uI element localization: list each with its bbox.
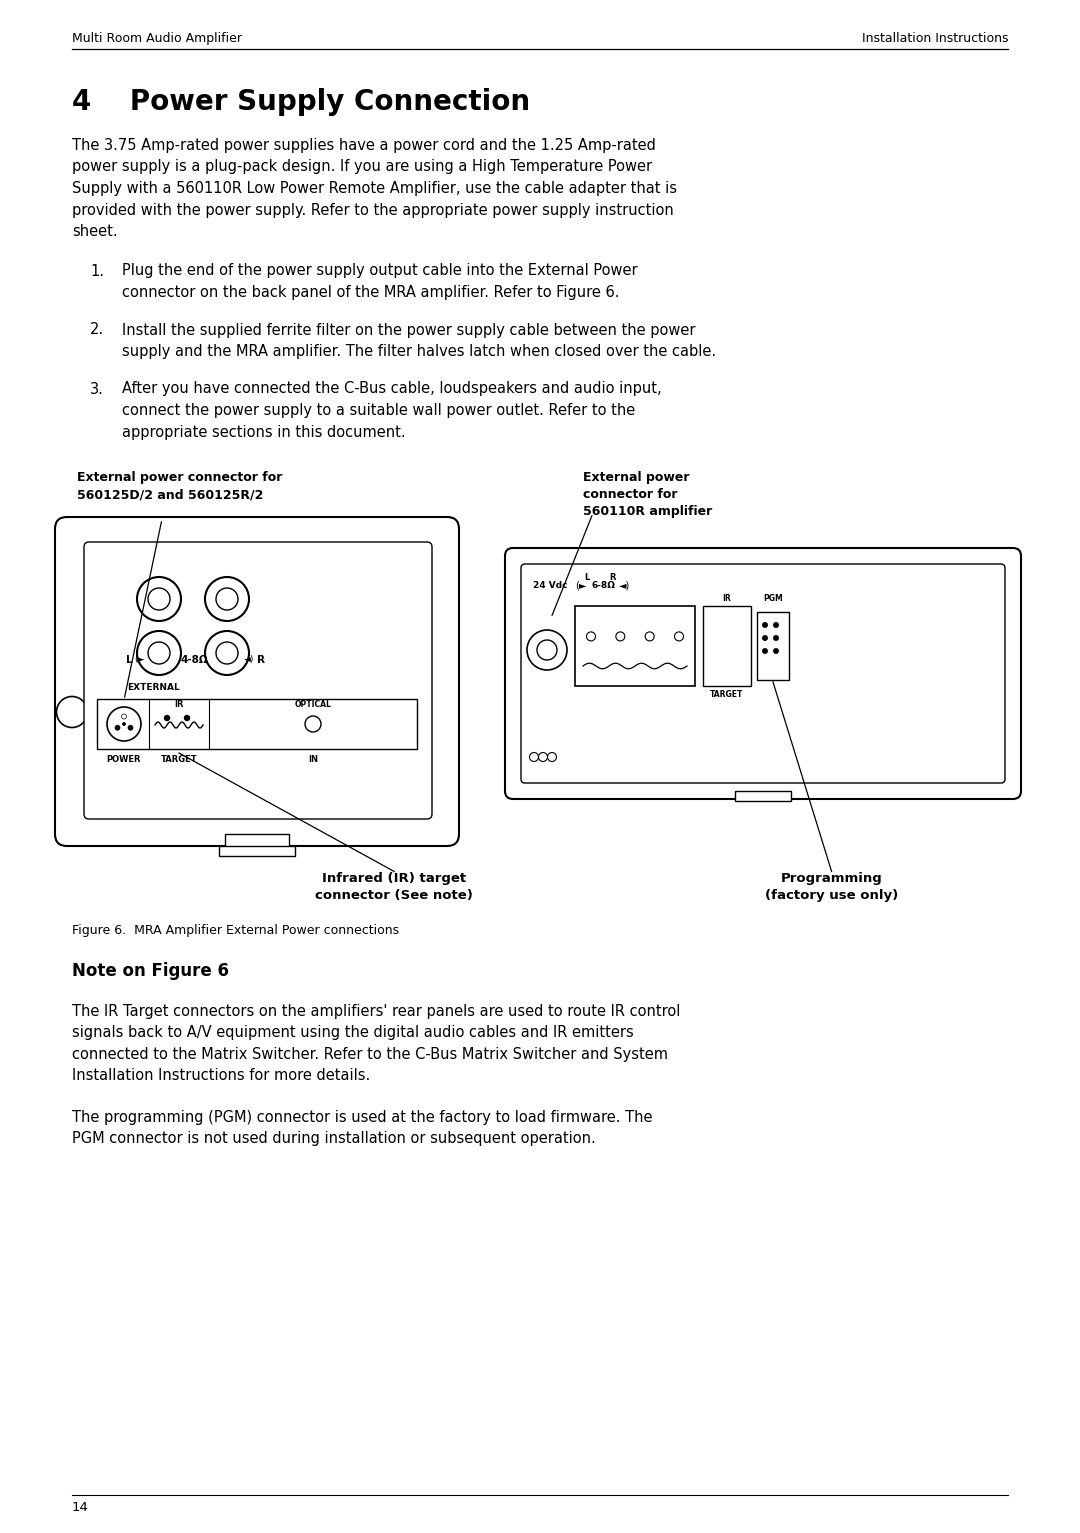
Text: 1.: 1. — [90, 264, 104, 279]
Text: connect the power supply to a suitable wall power outlet. Refer to the: connect the power supply to a suitable w… — [122, 403, 635, 419]
FancyBboxPatch shape — [84, 543, 432, 819]
Circle shape — [529, 753, 539, 762]
Bar — [757, 612, 789, 681]
Text: IN: IN — [308, 754, 318, 763]
Bar — [575, 606, 696, 685]
Text: provided with the power supply. Refer to the appropriate power supply instructio: provided with the power supply. Refer to… — [72, 202, 674, 218]
Circle shape — [548, 753, 556, 762]
Circle shape — [762, 635, 768, 641]
Text: EXTERNAL: EXTERNAL — [127, 684, 179, 691]
Text: POWER: POWER — [107, 754, 141, 763]
Circle shape — [586, 632, 595, 641]
Text: R: R — [257, 655, 265, 665]
Text: (►: (► — [576, 581, 586, 592]
Circle shape — [762, 648, 768, 653]
Circle shape — [645, 632, 654, 641]
Text: IR: IR — [174, 701, 184, 708]
Text: R: R — [610, 573, 617, 583]
Text: sheet.: sheet. — [72, 224, 118, 239]
Circle shape — [148, 589, 170, 610]
Text: power supply is a plug-pack design. If you are using a High Temperature Power: power supply is a plug-pack design. If y… — [72, 159, 652, 175]
Circle shape — [216, 589, 238, 610]
Circle shape — [773, 622, 779, 627]
Text: 6-8Ω: 6-8Ω — [591, 581, 615, 590]
FancyBboxPatch shape — [521, 564, 1005, 783]
Circle shape — [137, 576, 181, 621]
Text: 4    Power Supply Connection: 4 Power Supply Connection — [72, 87, 530, 117]
Text: The IR Target connectors on the amplifiers' rear panels are used to route IR con: The IR Target connectors on the amplifie… — [72, 1004, 680, 1019]
Circle shape — [137, 632, 181, 675]
Text: Multi Room Audio Amplifier: Multi Room Audio Amplifier — [72, 32, 242, 44]
Text: External power connector for
560125D/2 and 560125R/2: External power connector for 560125D/2 a… — [77, 471, 282, 501]
Bar — [97, 699, 417, 750]
Circle shape — [773, 635, 779, 641]
Text: Note on Figure 6: Note on Figure 6 — [72, 963, 229, 980]
Circle shape — [56, 696, 87, 728]
Text: ◄): ◄) — [619, 581, 631, 592]
Text: 24 Vdc: 24 Vdc — [534, 581, 567, 590]
Text: Plug the end of the power supply output cable into the External Power: Plug the end of the power supply output … — [122, 264, 637, 279]
Text: L: L — [584, 573, 590, 583]
Text: The 3.75 Amp-rated power supplies have a power cord and the 1.25 Amp-rated: The 3.75 Amp-rated power supplies have a… — [72, 138, 656, 153]
Text: TARGET: TARGET — [711, 690, 744, 699]
Bar — [703, 606, 751, 685]
Text: The programming (PGM) connector is used at the factory to load firmware. The: The programming (PGM) connector is used … — [72, 1110, 652, 1125]
Circle shape — [164, 716, 170, 721]
Text: OPTICAL: OPTICAL — [295, 701, 332, 708]
Text: Infrared (IR) target
connector (See note): Infrared (IR) target connector (See note… — [315, 872, 473, 901]
Circle shape — [216, 642, 238, 664]
Circle shape — [762, 622, 768, 627]
Text: 4-8Ω: 4-8Ω — [180, 655, 207, 665]
Text: (►: (► — [134, 655, 145, 664]
Text: connector on the back panel of the MRA amplifier. Refer to Figure 6.: connector on the back panel of the MRA a… — [122, 285, 620, 300]
Circle shape — [122, 722, 125, 725]
Circle shape — [114, 725, 120, 730]
Bar — [219, 846, 295, 855]
Text: Installation Instructions: Installation Instructions — [862, 32, 1008, 44]
Circle shape — [129, 725, 133, 730]
Text: L: L — [125, 655, 133, 665]
Text: connected to the Matrix Switcher. Refer to the C-Bus Matrix Switcher and System: connected to the Matrix Switcher. Refer … — [72, 1047, 669, 1062]
Text: signals back to A/V equipment using the digital audio cables and IR emitters: signals back to A/V equipment using the … — [72, 1026, 634, 1041]
Text: PGM: PGM — [764, 593, 783, 602]
Text: After you have connected the C-Bus cable, loudspeakers and audio input,: After you have connected the C-Bus cable… — [122, 382, 662, 397]
Circle shape — [185, 716, 189, 721]
Circle shape — [305, 716, 321, 731]
Text: appropriate sections in this document.: appropriate sections in this document. — [122, 425, 406, 440]
Text: 2.: 2. — [90, 322, 104, 337]
Circle shape — [205, 632, 249, 675]
Text: External power
connector for
560110R amplifier: External power connector for 560110R amp… — [583, 471, 712, 518]
Text: supply and the MRA amplifier. The filter halves latch when closed over the cable: supply and the MRA amplifier. The filter… — [122, 343, 716, 359]
Text: Supply with a 560110R Low Power Remote Amplifier, use the cable adapter that is: Supply with a 560110R Low Power Remote A… — [72, 181, 677, 196]
Text: Installation Instructions for more details.: Installation Instructions for more detai… — [72, 1069, 370, 1084]
Circle shape — [537, 639, 557, 661]
Circle shape — [148, 642, 170, 664]
Circle shape — [675, 632, 684, 641]
Text: TARGET: TARGET — [161, 754, 198, 763]
Text: 14: 14 — [72, 1501, 89, 1515]
Circle shape — [773, 648, 779, 653]
Text: PGM connector is not used during installation or subsequent operation.: PGM connector is not used during install… — [72, 1131, 596, 1147]
Circle shape — [107, 707, 141, 740]
Bar — [225, 834, 289, 848]
Bar — [735, 791, 791, 802]
Circle shape — [539, 753, 548, 762]
Circle shape — [205, 576, 249, 621]
Text: Install the supplied ferrite filter on the power supply cable between the power: Install the supplied ferrite filter on t… — [122, 322, 696, 337]
Circle shape — [527, 630, 567, 670]
Text: IR: IR — [723, 593, 731, 602]
FancyBboxPatch shape — [505, 547, 1021, 799]
Circle shape — [121, 714, 126, 719]
Text: Figure 6.  MRA Amplifier External Power connections: Figure 6. MRA Amplifier External Power c… — [72, 924, 400, 937]
Text: ◄): ◄) — [244, 655, 254, 664]
Circle shape — [616, 632, 625, 641]
Text: Programming
(factory use only): Programming (factory use only) — [765, 872, 899, 901]
Text: 3.: 3. — [90, 382, 104, 397]
FancyBboxPatch shape — [55, 517, 459, 846]
